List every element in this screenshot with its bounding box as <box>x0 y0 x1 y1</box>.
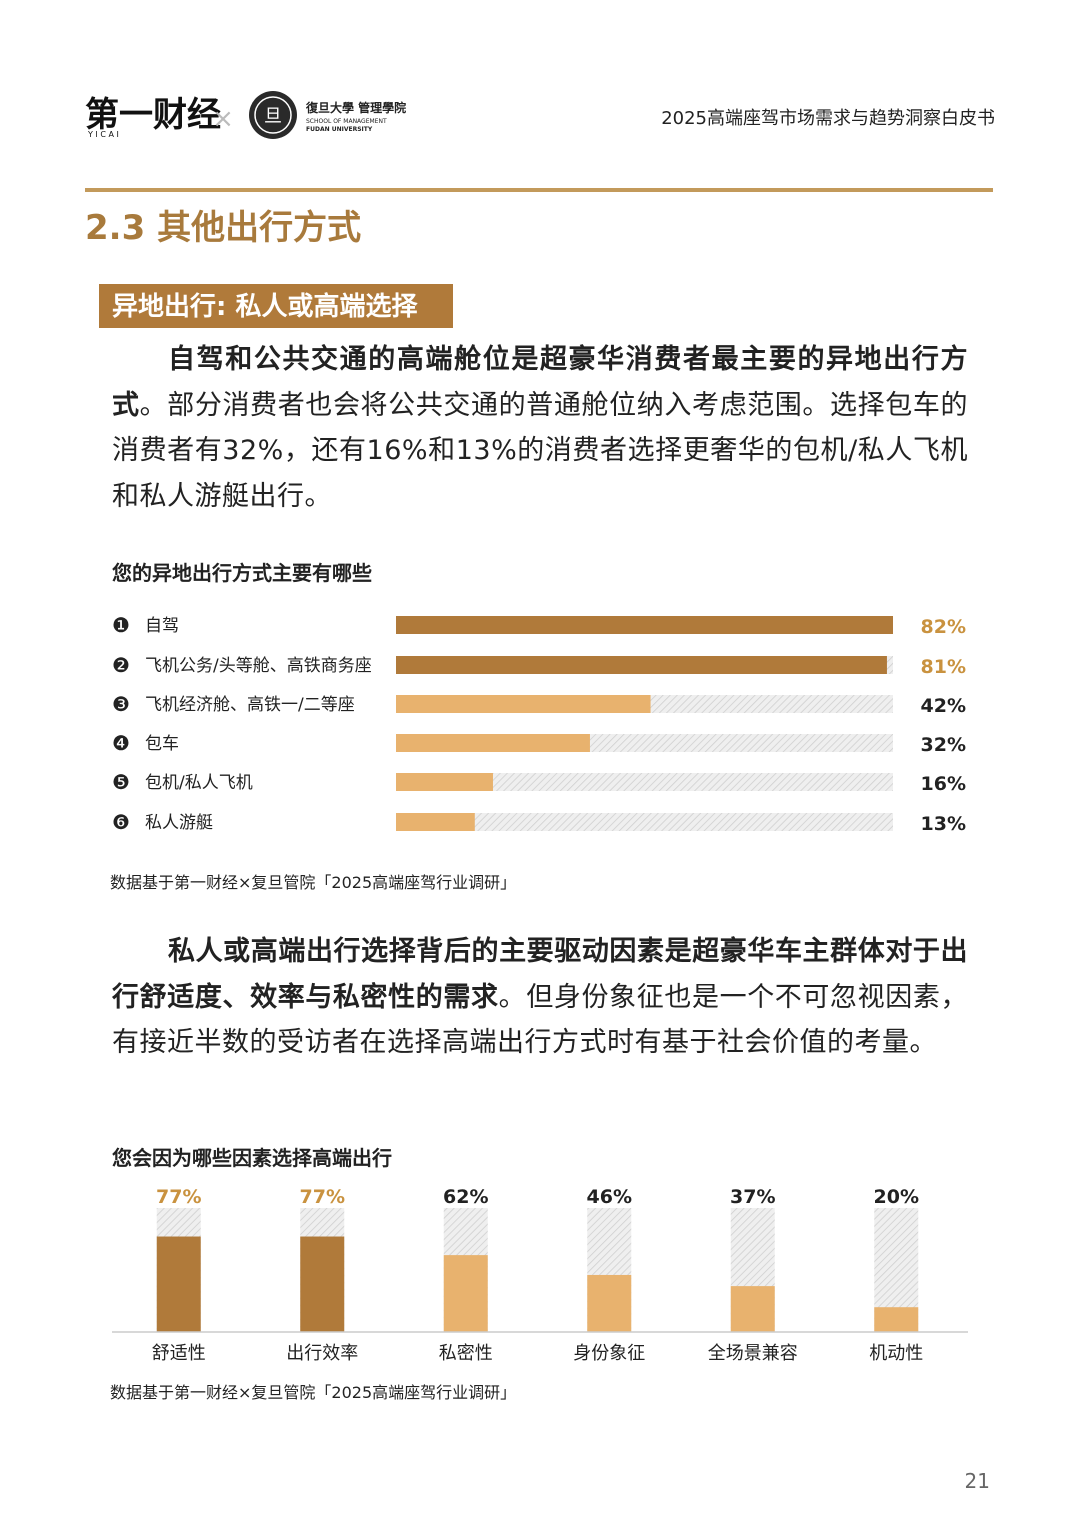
chart-note: 数据基于第一财经×复旦管院「2025高端座驾行业调研」 <box>110 1383 516 1402</box>
subsection-title: 异地出行: 私人或高端选择 <box>112 291 418 322</box>
logo: 第一财经 <box>85 95 221 135</box>
partner-en1: SCHOOL OF MANAGEMENT <box>306 118 387 125</box>
x-tick-label: 机动性 <box>869 1343 923 1364</box>
bar <box>730 1286 775 1332</box>
value-label: 77% <box>300 1186 345 1208</box>
logo-sub: Y I C A I <box>87 130 119 139</box>
bar <box>156 1236 201 1332</box>
bar <box>300 1236 345 1332</box>
x-tick-label: 全场景兼容 <box>708 1343 798 1364</box>
chart-title: 您会因为哪些因素选择高端出行 <box>112 1146 392 1170</box>
category-label: 包车 <box>145 734 179 754</box>
category-label: 包机/私人飞机 <box>145 773 253 793</box>
rank-marker: ❺ <box>112 770 130 794</box>
partner: 復旦大學 管理學院 <box>305 100 406 115</box>
value-label: 82% <box>921 616 966 638</box>
seal <box>249 91 297 139</box>
value-label: 46% <box>587 1186 632 1208</box>
bar <box>443 1255 488 1332</box>
bar-track <box>396 773 893 791</box>
x-tick-label: 出行效率 <box>286 1343 358 1364</box>
times: × <box>212 104 234 134</box>
value-label: 62% <box>443 1186 488 1208</box>
seal-ring <box>254 96 292 134</box>
subsection-box <box>99 284 453 328</box>
rank-marker: ❹ <box>112 731 130 755</box>
rank-marker: ❻ <box>112 810 130 834</box>
bar <box>587 1274 632 1332</box>
page-number: 21 <box>965 1469 990 1493</box>
bar <box>396 734 590 752</box>
rank-marker: ❶ <box>112 613 130 637</box>
value-label: 32% <box>921 734 966 756</box>
value-label: 20% <box>874 1186 919 1208</box>
category-label: 私人游艇 <box>145 813 213 833</box>
category-label: 飞机公务/头等舱、高铁商务座 <box>145 656 372 676</box>
value-label: 81% <box>921 656 966 678</box>
bar-track <box>396 813 893 831</box>
seal-text: 旦 <box>264 106 282 127</box>
bar <box>396 813 475 831</box>
section-title: 2.3 其他出行方式 <box>85 208 361 248</box>
paragraph-text: 。但身份象征也是一个不可忽视因素，有接近半数的受访者在选择高端出行方式时有基于社… <box>112 981 969 1059</box>
chart-note: 数据基于第一财经×复旦管院「2025高端座驾行业调研」 <box>110 873 516 892</box>
x-tick-label: 私密性 <box>439 1343 493 1364</box>
x-tick-label: 身份象征 <box>573 1343 645 1364</box>
category-label: 自驾 <box>145 616 179 636</box>
value-label: 13% <box>921 813 966 835</box>
value-label: 37% <box>730 1186 775 1208</box>
chart-title: 您的异地出行方式主要有哪些 <box>112 561 372 585</box>
value-label: 42% <box>921 695 966 717</box>
bar <box>396 695 651 713</box>
rank-marker: ❸ <box>112 692 130 716</box>
paragraph: 私人或高端出行选择背后的主要驱动因素是超豪华车主群体对于出行舒适度、效率与私密性… <box>112 929 968 1066</box>
bar <box>396 656 887 674</box>
x-tick-label: 舒适性 <box>152 1343 206 1364</box>
bar <box>396 773 493 791</box>
bar <box>396 616 893 634</box>
report-title: 2025高端座驾市场需求与趋势洞察白皮书 <box>661 108 995 129</box>
bar <box>874 1307 919 1332</box>
category-label: 飞机经济舱、高铁一/二等座 <box>145 695 355 715</box>
value-label: 77% <box>156 1186 201 1208</box>
paragraph-text: 。部分消费者也会将公共交通的普通舱位纳入考虑范围。选择包车的消费者有32%，还有… <box>112 389 969 512</box>
header-rule <box>85 188 993 192</box>
paragraph-bold: 自驾和公共交通的高端舱位是超豪华消费者最主要的异地出行方式 <box>112 344 968 421</box>
paragraph-bold: 私人或高端出行选择背后的主要驱动因素是超豪华车主群体对于出行舒适度、效率与私密性… <box>112 936 968 1013</box>
rank-marker: ❷ <box>112 653 130 677</box>
value-label: 16% <box>921 773 966 795</box>
partner-en2: FUDAN UNIVERSITY <box>306 126 373 133</box>
paragraph: 自驾和公共交通的高端舱位是超豪华消费者最主要的异地出行方式。部分消费者也会将公共… <box>112 337 968 519</box>
